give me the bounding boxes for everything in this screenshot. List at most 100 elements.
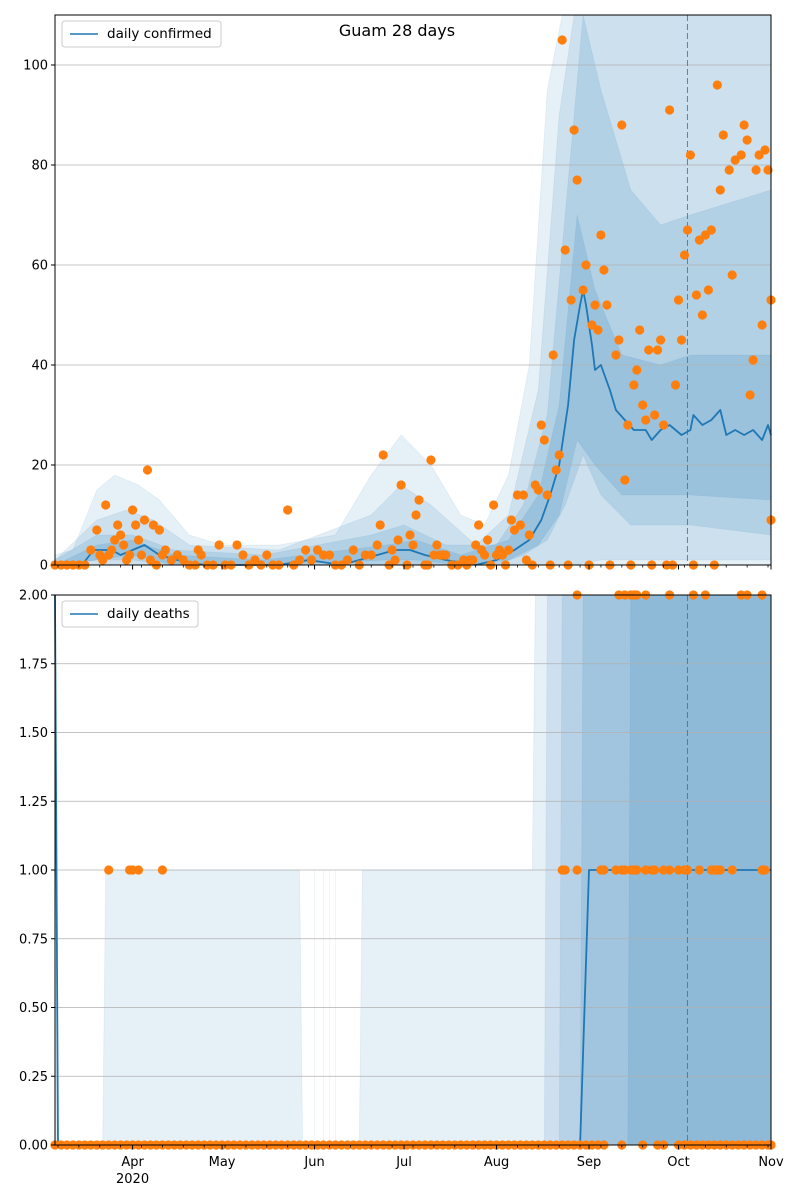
confirmed-data-point: [125, 550, 135, 560]
deaths-data-point: [632, 865, 642, 875]
confirmed-data-point: [572, 175, 582, 185]
confirmed-data-point: [542, 490, 552, 500]
confirmed-data-point: [596, 230, 606, 240]
confirmed-data-point: [414, 495, 424, 505]
confirmed-data-point: [629, 380, 639, 390]
confirmed-data-point: [703, 285, 714, 295]
confirmed-y-tick-label: 20: [31, 459, 48, 474]
deaths-x-tick-sublabel: 2020: [116, 1172, 149, 1187]
deaths-x-tick-label: Apr: [121, 1155, 144, 1170]
confirmed-data-point: [533, 485, 543, 495]
confirmed-data-point: [432, 540, 442, 550]
deaths-x-axis: Apr 2020 May Jun Jul Aug Sep Oct Nov: [57, 1145, 784, 1187]
confirmed-data-point: [133, 535, 144, 545]
confirmed-data-point: [375, 520, 385, 530]
confirmed-data-point: [342, 555, 352, 565]
confirmed-data-point: [748, 355, 758, 365]
deaths-y-tick-label: 1.25: [19, 795, 48, 810]
confirmed-data-point: [665, 105, 675, 115]
confirmed-data-point: [653, 345, 663, 355]
deaths-x-tick-label: Aug: [484, 1155, 509, 1170]
confirmed-data-point: [745, 390, 755, 400]
confirmed-data-point: [408, 540, 418, 550]
confirmed-data-point: [557, 35, 567, 45]
deaths-legend-label: daily deaths: [107, 606, 190, 622]
deaths-x-tick-label: May: [209, 1155, 236, 1170]
confirmed-data-point: [139, 515, 150, 525]
deaths-data-point: [727, 865, 737, 875]
confirmed-data-point: [554, 450, 564, 460]
deaths-y-tick-label: 1.75: [19, 657, 48, 672]
confirmed-data-point: [659, 420, 669, 430]
confirmed-data-point: [506, 515, 516, 525]
deaths-y-tick-label: 1.50: [19, 726, 48, 741]
confirmed-data-point: [539, 435, 549, 445]
deaths-x-tick-label: Jun: [303, 1155, 324, 1170]
chart-confirmed: 0 20 40 60 80 100 Guam 28 days daily confirme…: [23, 14, 776, 574]
confirmed-data-point: [136, 550, 147, 560]
confirmed-data-point: [715, 185, 725, 195]
confirmed-data-point: [411, 510, 421, 520]
confirmed-data-point: [712, 80, 722, 90]
confirmed-data-point: [116, 530, 126, 540]
confirmed-data-point: [632, 365, 642, 375]
confirmed-data-point: [641, 415, 651, 425]
confirmed-data-point: [742, 135, 752, 145]
confirmed-data-point: [390, 555, 400, 565]
confirmed-data-point: [578, 285, 588, 295]
chart-deaths: 0.00 0.25 0.50 0.75 1.00 1.25 1.50 1.75 2.00 Apr…: [19, 589, 784, 1188]
confirmed-data-point: [673, 295, 684, 305]
confirmed-data-point: [548, 350, 558, 360]
confirmed-data-point: [232, 540, 242, 550]
deaths-data-point: [715, 865, 725, 875]
confirmed-data-point: [727, 270, 737, 280]
confirmed-data-point: [524, 530, 534, 540]
confirmed-data-point: [763, 165, 773, 175]
confirmed-data-point: [128, 505, 138, 515]
confirmed-data-point: [489, 500, 499, 510]
confirmed-data-point: [142, 465, 153, 475]
confirmed-data-point: [581, 260, 591, 270]
deaths-y-tick-label: 0.50: [19, 1001, 48, 1016]
confirmed-data-point: [441, 550, 451, 560]
confirmed-data-point: [387, 545, 397, 555]
confirmed-data-point: [682, 225, 693, 235]
confirmed-data-point: [536, 420, 546, 430]
deaths-legend-box: [61, 600, 199, 628]
confirmed-y-tick-label: 40: [31, 359, 48, 374]
confirmed-data-point: [307, 555, 317, 565]
confirmed-data-point: [154, 525, 164, 535]
confirmed-data-point: [468, 555, 478, 565]
confirmed-data-point: [644, 345, 654, 355]
confirmed-data-point: [101, 500, 111, 510]
confirmed-data-point: [638, 400, 648, 410]
confirmed-data-point: [560, 245, 570, 255]
confirmed-data-point: [119, 540, 129, 550]
confirmed-data-point: [426, 455, 436, 465]
deaths-data-point: [682, 865, 693, 875]
deaths-data-point: [694, 865, 705, 875]
confirmed-data-point: [635, 325, 645, 335]
confirmed-data-point: [566, 295, 576, 305]
deaths-data-point: [665, 865, 675, 875]
confirmed-data-point: [620, 475, 630, 485]
deaths-y-axis: 0.00 0.25 0.50 0.75 1.00 1.25 1.50 1.75 2.00: [19, 589, 55, 1154]
deaths-x-tick-label: Sep: [577, 1155, 602, 1170]
deaths-data-point: [599, 865, 609, 875]
confirmed-data-point: [483, 535, 493, 545]
deaths-data-point: [650, 865, 660, 875]
confirmed-x-axis: [57, 565, 772, 570]
confirmed-data-point: [107, 545, 117, 555]
confirmed-data-point: [372, 540, 382, 550]
deaths-x-tick-label: Nov: [758, 1155, 784, 1170]
confirmed-data-point: [551, 465, 561, 475]
confirmed-data-point: [757, 320, 767, 330]
confirmed-legend: daily confirmed: [61, 20, 222, 48]
confirmed-grid: [55, 64, 771, 466]
confirmed-data-point: [670, 380, 681, 390]
confirmed-data-point: [283, 505, 293, 515]
confirmed-data-point: [602, 300, 612, 310]
deaths-data-point: [133, 865, 144, 875]
